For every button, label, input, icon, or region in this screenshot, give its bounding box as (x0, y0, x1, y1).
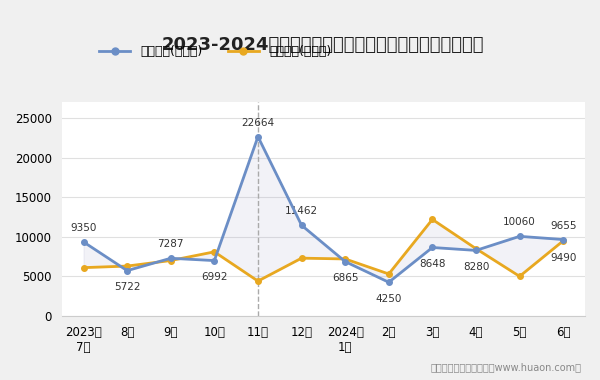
Text: 11462: 11462 (285, 206, 318, 216)
Text: 9490: 9490 (550, 252, 577, 263)
Text: 9655: 9655 (550, 221, 577, 231)
Legend: 出口总额(万美元), 进口总额(万美元): 出口总额(万美元), 进口总额(万美元) (94, 40, 336, 63)
Text: 4250: 4250 (376, 294, 402, 304)
Text: 7287: 7287 (157, 239, 184, 249)
Text: 10060: 10060 (503, 217, 536, 228)
Text: 8280: 8280 (463, 262, 489, 272)
Text: 6865: 6865 (332, 273, 358, 283)
Text: 22664: 22664 (241, 118, 275, 128)
Text: 5722: 5722 (114, 282, 140, 292)
Text: 制图：华经产业研究院（www.huaon.com）: 制图：华经产业研究院（www.huaon.com） (431, 363, 582, 372)
Text: 9350: 9350 (70, 223, 97, 233)
Text: 8648: 8648 (419, 259, 446, 269)
Text: 6992: 6992 (201, 272, 227, 282)
Title: 2023-2024年常德市商品收发货人所在地进、出口额统计: 2023-2024年常德市商品收发货人所在地进、出口额统计 (162, 36, 485, 54)
